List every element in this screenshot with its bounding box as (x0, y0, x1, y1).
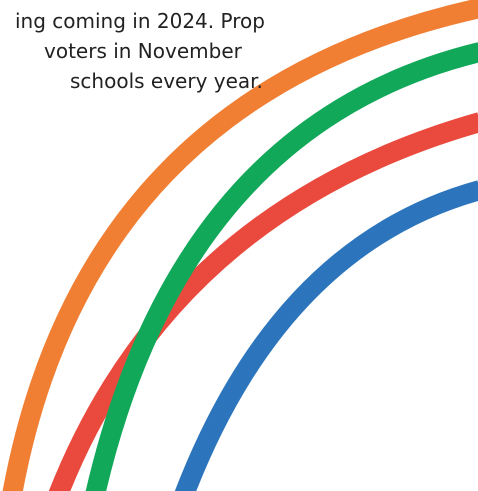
blue-arc (174, 180, 478, 491)
text-line-3: schools every year. (70, 69, 263, 93)
text-line-1: ing coming in 2024. Prop (15, 9, 265, 33)
body-text: ing coming in 2024. Prop voters in Novem… (0, 6, 360, 96)
green-arc (85, 42, 478, 491)
red-arc (48, 112, 478, 491)
text-line-2: voters in November (44, 39, 242, 63)
